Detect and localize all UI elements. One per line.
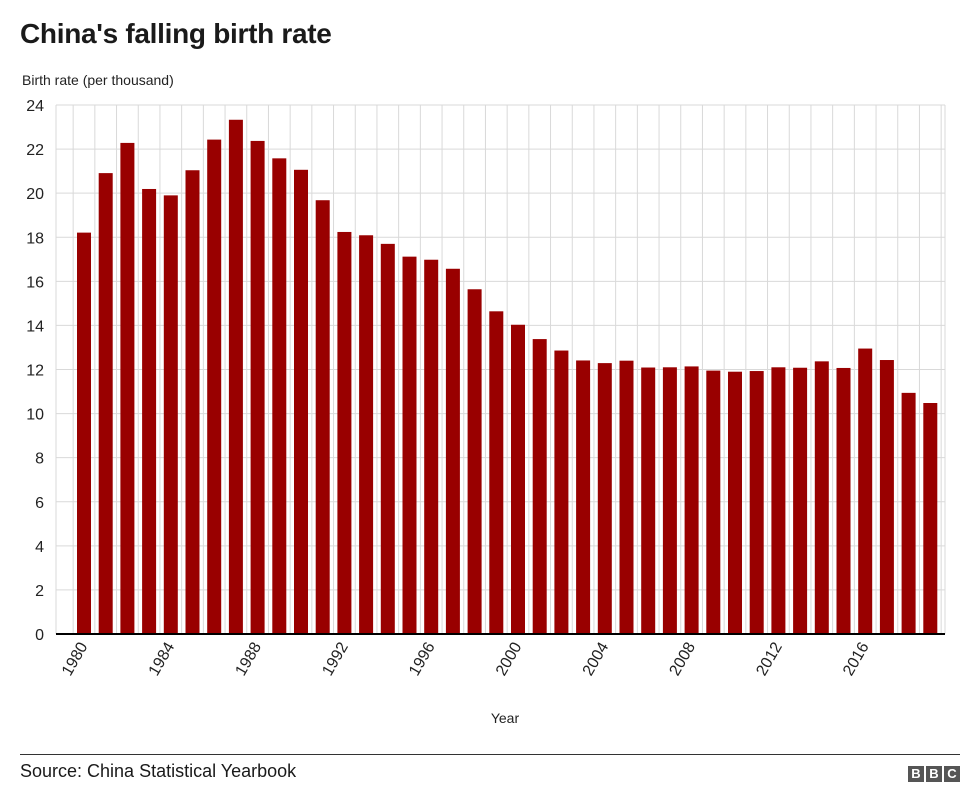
footer-divider [20,754,960,755]
bar-1993 [359,235,374,635]
x-tick-label: 2000 [493,639,526,678]
x-tick-label: 2004 [580,639,613,678]
y-tick-label: 2 [35,583,44,600]
y-tick-label: 10 [26,407,44,424]
y-tick-label: 14 [26,318,44,335]
y-tick-label: 8 [35,451,44,468]
bar-2016 [858,348,873,634]
x-tick-label: 2016 [840,639,873,678]
x-tick-label: 2008 [667,639,700,678]
bar-1981 [98,173,113,634]
bar-2002 [554,350,569,634]
bar-2013 [793,367,808,634]
bar-2004 [597,363,612,634]
bar-1991 [315,200,330,634]
bar-1995 [402,256,417,634]
bar-1990 [294,169,308,635]
y-tick-label: 22 [26,142,44,159]
y-tick-label: 24 [26,98,44,115]
bar-1985 [185,170,200,634]
bar-1994 [380,243,395,635]
y-tick-label: 4 [35,539,44,556]
y-tick-label: 6 [35,495,44,512]
x-axis-label: Year [491,710,520,726]
bar-2009 [706,370,721,634]
y-axis-label: Birth rate (per thousand) [22,72,174,88]
bar-2017 [879,360,894,634]
bar-2010 [728,371,742,634]
bar-1989 [272,158,287,635]
y-tick-label: 12 [26,363,44,380]
bar-1983 [142,188,157,634]
bar-2003 [576,360,591,634]
logo-letter: B [908,766,924,782]
bar-2012 [771,367,786,634]
source-note: Source: China Statistical Yearbook [20,761,297,781]
bar-1992 [337,231,352,634]
bar-2008 [684,366,699,634]
bar-2019 [923,403,938,634]
logo-letter: C [944,766,960,782]
bar-2001 [532,339,547,634]
bar-1998 [467,289,482,634]
bar-1986 [207,139,222,635]
bar-2006 [641,367,656,634]
y-tick-label: 18 [26,230,44,247]
bar-2011 [749,371,764,634]
grid-layer [55,104,946,634]
x-tick-label: 1984 [146,639,179,678]
bar-1988 [250,140,265,634]
bar-1997 [445,268,460,634]
x-tick-label: 1996 [406,639,439,678]
bar-2015 [836,367,851,634]
bar-1996 [424,259,439,634]
chart-title: China's falling birth rate [20,18,332,49]
x-tick-label: 1988 [233,639,266,678]
bar-2018 [901,392,916,634]
bar-1984 [163,195,178,634]
x-tick-label: 1980 [59,639,92,678]
bar-2000 [511,324,525,634]
bar-1987 [228,119,243,634]
bar-1999 [489,311,504,634]
x-tick-label: 1992 [319,639,352,678]
bar-1982 [120,142,135,634]
bar-2007 [662,367,677,634]
bar-1980 [77,232,91,634]
y-tick-label: 20 [26,186,44,203]
bar-layer [77,119,938,635]
logo-letter: B [926,766,942,782]
y-tick-label: 16 [26,274,44,291]
bar-2005 [619,360,634,634]
bbc-logo: B B C [908,766,960,782]
bar-2014 [814,361,829,634]
y-tick-label: 0 [35,627,44,644]
x-tick-label: 2012 [753,639,786,678]
